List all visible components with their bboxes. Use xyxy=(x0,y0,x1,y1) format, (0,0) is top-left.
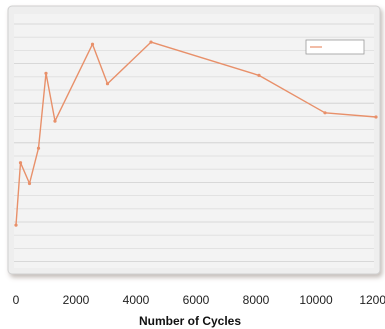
x-tick-label: 10000 xyxy=(299,293,333,307)
x-tick-label: 2000 xyxy=(63,293,90,307)
x-tick-label: 12000 xyxy=(359,293,385,307)
data-point xyxy=(149,40,153,44)
data-point xyxy=(44,71,48,75)
data-point xyxy=(257,73,261,77)
x-tick-label: 0 xyxy=(13,293,20,307)
legend-box xyxy=(305,39,365,55)
data-point xyxy=(36,146,41,150)
x-tick-label: 6000 xyxy=(183,293,210,307)
x-tick-labels: 0 2000 4000 6000 8000 10000 12000 xyxy=(13,293,385,307)
x-tick-label: 4000 xyxy=(123,293,150,307)
data-point xyxy=(14,223,18,227)
x-tick-label: 8000 xyxy=(243,293,270,307)
plot-panel-inner xyxy=(14,14,374,268)
x-axis-title: Number of Cycles xyxy=(139,314,241,328)
legend xyxy=(305,39,365,55)
data-point xyxy=(53,119,57,123)
series-layer xyxy=(14,40,378,227)
data-point xyxy=(105,82,110,86)
data-point xyxy=(323,111,327,115)
data-point xyxy=(374,115,378,119)
grid-lines xyxy=(14,23,374,263)
data-point xyxy=(90,42,95,46)
series-line xyxy=(15,41,377,226)
data-point xyxy=(27,181,32,186)
data-point xyxy=(18,161,23,165)
